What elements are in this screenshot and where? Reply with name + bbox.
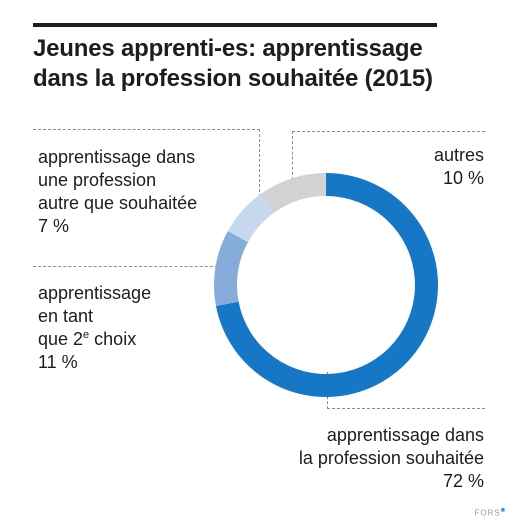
label-autre-profession-line-2: une profession	[38, 170, 157, 190]
brand-text: FORS	[474, 509, 501, 518]
chart-title: Jeunes apprenti-es: apprentissage dans l…	[33, 34, 473, 94]
label-souhaitee-value: 72 %	[442, 471, 484, 491]
label-deuxieme-choix-line-3-prefix: que 2	[38, 329, 84, 349]
chart-title-line-1: Jeunes apprenti-es: apprentissage	[33, 35, 423, 62]
label-autre-profession-line-1: apprentissage dans	[38, 147, 196, 167]
donut-slice-2	[227, 194, 274, 243]
title-rule	[33, 23, 437, 27]
label-autres-value: 10 %	[442, 168, 484, 188]
label-souhaitee: apprentissage dans la profession souhait…	[299, 424, 484, 493]
label-deuxieme-choix-line-3-sup: e	[83, 329, 90, 341]
brand-square-icon: ■	[500, 507, 506, 515]
leader-line-autres	[292, 131, 485, 180]
leader-line-deuxieme-choix	[33, 266, 228, 267]
label-autre-profession-value: 7 %	[38, 216, 70, 236]
label-autre-profession-line-3: autre que souhaitée	[38, 193, 198, 213]
label-deuxieme-choix-line-2: en tant	[38, 306, 94, 326]
label-deuxieme-choix-line-3: que 2e choix	[38, 328, 151, 351]
label-autre-profession: apprentissage dans une profession autre …	[38, 146, 197, 238]
chart-title-line-2: dans la profession souhaitée (2015)	[33, 65, 433, 92]
label-deuxieme-choix: apprentissage en tant que 2e choix 11 %	[38, 282, 151, 374]
leader-line-autre-profession	[33, 129, 260, 202]
donut-slice-1	[214, 231, 249, 306]
brand-logo: FORS■	[475, 507, 506, 518]
label-autres: autres 10 %	[434, 144, 484, 190]
label-autres-line-1: autres	[433, 145, 484, 165]
label-deuxieme-choix-value: 11 %	[38, 352, 78, 372]
label-deuxieme-choix-line-1: apprentissage	[38, 283, 152, 303]
label-souhaitee-line-1: apprentissage dans	[326, 425, 484, 445]
label-souhaitee-line-2: la profession souhaitée	[298, 448, 484, 468]
label-deuxieme-choix-line-3-suffix: choix	[89, 329, 137, 349]
donut-slice-3	[260, 173, 326, 213]
